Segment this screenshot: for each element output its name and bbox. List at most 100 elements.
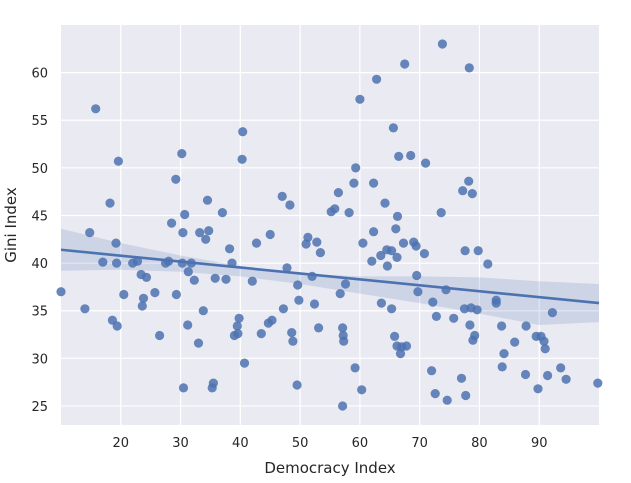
data-point — [56, 287, 66, 297]
data-point — [376, 298, 386, 308]
data-point — [351, 163, 361, 173]
x-tick-label: 30 — [172, 436, 189, 451]
data-point — [278, 304, 288, 314]
data-point — [183, 267, 193, 277]
data-point — [388, 123, 398, 133]
data-point — [177, 149, 187, 159]
data-point — [339, 336, 349, 346]
data-point — [431, 311, 441, 321]
data-point — [521, 321, 531, 331]
y-tick-label: 55 — [31, 114, 48, 129]
data-point — [467, 189, 477, 199]
data-point — [233, 329, 243, 339]
data-point — [458, 186, 468, 196]
data-point — [387, 304, 397, 314]
data-point — [436, 208, 446, 218]
data-point — [421, 158, 431, 168]
data-point — [138, 293, 149, 303]
data-point — [387, 246, 397, 256]
data-point — [547, 308, 558, 318]
data-point — [189, 275, 199, 285]
data-point — [497, 321, 507, 331]
data-point — [167, 218, 177, 228]
x-tick-label: 40 — [232, 436, 249, 451]
data-point — [208, 378, 218, 388]
data-point — [483, 259, 493, 269]
data-point — [427, 366, 437, 376]
data-point — [183, 320, 193, 330]
regression-line — [60, 248, 600, 305]
data-point — [292, 380, 302, 390]
data-point — [237, 154, 247, 164]
data-point — [198, 306, 208, 316]
data-point — [293, 280, 303, 290]
data-point — [217, 208, 227, 218]
data-point — [491, 298, 501, 308]
x-tick-label: 90 — [531, 436, 548, 451]
data-point — [499, 349, 509, 359]
data-point — [394, 151, 404, 161]
data-point — [461, 390, 471, 401]
data-point — [344, 208, 354, 218]
y-tick-label: 45 — [31, 209, 48, 224]
data-point — [338, 401, 348, 411]
data-point — [392, 211, 403, 221]
data-point — [105, 198, 115, 208]
data-point — [340, 279, 351, 289]
data-point — [464, 63, 474, 73]
plot-background — [61, 25, 599, 425]
data-point — [232, 321, 242, 331]
data-point — [314, 323, 324, 333]
data-point — [85, 228, 95, 238]
x-tick-label: 20 — [113, 436, 130, 451]
y-tick-label: 30 — [31, 352, 48, 367]
data-point — [234, 313, 244, 323]
data-point — [315, 248, 325, 258]
data-point — [287, 328, 297, 338]
data-point — [473, 246, 483, 256]
data-point — [400, 59, 410, 69]
data-point — [472, 305, 482, 315]
data-point — [357, 385, 367, 395]
data-point — [119, 289, 129, 300]
data-point — [150, 288, 160, 298]
data-point — [419, 249, 429, 259]
data-point — [239, 358, 250, 368]
data-point — [277, 191, 287, 201]
data-point — [437, 39, 447, 49]
data-point — [398, 238, 409, 248]
data-point — [561, 374, 571, 384]
y-axis-label: Gini Index — [2, 187, 20, 263]
data-point — [309, 299, 320, 309]
data-point — [380, 198, 390, 208]
data-point — [238, 127, 248, 137]
x-tick-label: 70 — [411, 436, 428, 451]
data-point — [376, 250, 386, 261]
data-point — [539, 336, 549, 346]
data-point — [391, 224, 401, 234]
data-point — [411, 241, 421, 251]
data-point — [171, 289, 181, 300]
data-point — [412, 270, 422, 281]
data-point — [497, 362, 507, 372]
data-point — [349, 178, 359, 188]
y-tick-label: 50 — [31, 162, 48, 177]
data-point — [288, 336, 298, 346]
x-tick-label: 50 — [292, 436, 309, 451]
data-point — [91, 104, 101, 114]
data-point — [201, 234, 211, 244]
data-point — [256, 329, 266, 339]
data-point — [137, 301, 147, 311]
data-point — [465, 320, 475, 330]
y-tick-label: 25 — [31, 400, 48, 415]
y-tick-labels: 25 30 35 40 45 50 55 60 — [31, 67, 48, 415]
data-point — [533, 384, 543, 394]
data-point — [195, 228, 205, 238]
y-tick-label: 35 — [31, 305, 48, 320]
data-point — [460, 246, 470, 256]
data-point — [303, 232, 313, 242]
data-point — [470, 330, 480, 341]
data-point — [282, 263, 292, 273]
data-point — [225, 244, 235, 254]
data-point — [430, 389, 440, 399]
